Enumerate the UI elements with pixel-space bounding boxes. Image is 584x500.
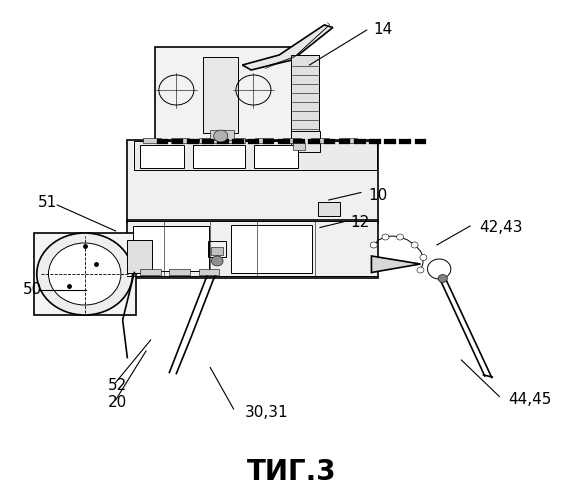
Text: 12: 12	[350, 215, 370, 230]
Bar	[384, 139, 396, 144]
Text: 10: 10	[368, 188, 387, 202]
Text: 51: 51	[38, 195, 57, 210]
Bar	[199, 269, 219, 275]
Text: 44,45: 44,45	[508, 392, 551, 407]
Bar	[324, 139, 335, 144]
Text: 20: 20	[108, 395, 127, 410]
Text: 42,43: 42,43	[479, 220, 522, 235]
Circle shape	[417, 267, 424, 273]
Bar	[140, 269, 161, 275]
Circle shape	[420, 254, 427, 260]
Text: 50: 50	[23, 282, 43, 298]
Bar	[127, 140, 378, 222]
Bar	[169, 269, 190, 275]
Bar	[211, 247, 223, 255]
Text: ΤИГ.3: ΤИГ.3	[247, 458, 337, 486]
Circle shape	[370, 242, 377, 248]
Bar	[157, 139, 168, 144]
Bar	[172, 139, 183, 144]
Bar	[354, 139, 366, 144]
Bar	[339, 138, 357, 142]
Bar	[369, 139, 381, 144]
Bar	[171, 138, 189, 142]
Bar	[133, 226, 209, 271]
Bar	[278, 139, 290, 144]
Circle shape	[37, 233, 133, 315]
Bar	[193, 145, 245, 168]
Bar	[155, 48, 295, 140]
Circle shape	[382, 234, 389, 240]
Polygon shape	[371, 256, 420, 272]
Circle shape	[427, 259, 451, 279]
Circle shape	[48, 243, 121, 305]
Bar	[127, 240, 152, 272]
Text: 30,31: 30,31	[245, 405, 289, 420]
Bar	[202, 139, 214, 144]
Bar	[187, 139, 199, 144]
Bar	[203, 58, 238, 132]
Bar	[399, 139, 411, 144]
Text: 52: 52	[108, 378, 127, 392]
Bar	[227, 138, 245, 142]
Text: 14: 14	[374, 22, 393, 38]
Bar	[283, 138, 301, 142]
Bar	[127, 220, 378, 278]
Bar	[263, 139, 274, 144]
Bar	[318, 202, 340, 216]
Bar	[308, 139, 320, 144]
Bar	[232, 139, 244, 144]
Bar	[311, 138, 329, 142]
Circle shape	[438, 274, 447, 282]
Bar	[254, 145, 298, 168]
Bar	[255, 138, 273, 142]
Circle shape	[211, 256, 223, 266]
Circle shape	[214, 130, 228, 142]
Bar	[217, 139, 229, 144]
Bar	[199, 138, 217, 142]
Bar	[293, 143, 305, 150]
Bar	[339, 139, 350, 144]
Bar	[143, 138, 161, 142]
Bar	[231, 225, 312, 272]
Polygon shape	[242, 25, 333, 70]
Bar	[291, 131, 320, 152]
Bar	[210, 130, 234, 140]
Bar	[134, 141, 377, 170]
Bar	[415, 139, 426, 144]
Bar	[248, 139, 259, 144]
Bar	[140, 145, 184, 168]
Bar	[293, 139, 305, 144]
Bar	[34, 232, 136, 315]
Circle shape	[397, 234, 404, 240]
Circle shape	[411, 242, 418, 248]
Bar	[291, 55, 319, 132]
